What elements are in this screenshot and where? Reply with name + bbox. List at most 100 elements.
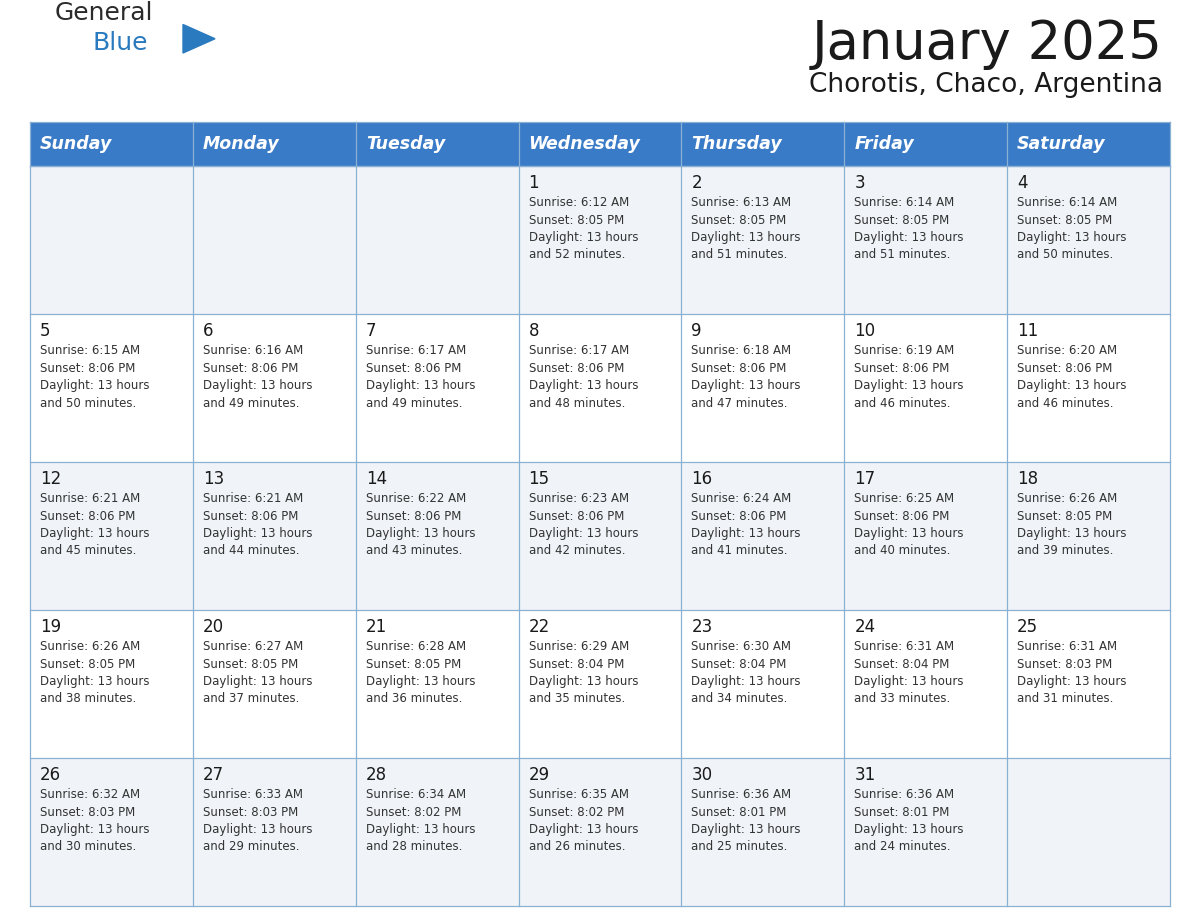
Text: Sunrise: 6:13 AM
Sunset: 8:05 PM
Daylight: 13 hours
and 51 minutes.: Sunrise: 6:13 AM Sunset: 8:05 PM Dayligh…	[691, 196, 801, 262]
Text: Sunrise: 6:24 AM
Sunset: 8:06 PM
Daylight: 13 hours
and 41 minutes.: Sunrise: 6:24 AM Sunset: 8:06 PM Dayligh…	[691, 492, 801, 557]
Bar	[30, 758, 192, 906]
Bar	[845, 610, 1007, 758]
Text: Sunrise: 6:27 AM
Sunset: 8:05 PM
Daylight: 13 hours
and 37 minutes.: Sunrise: 6:27 AM Sunset: 8:05 PM Dayligh…	[203, 640, 312, 706]
Text: Sunrise: 6:22 AM
Sunset: 8:06 PM
Daylight: 13 hours
and 43 minutes.: Sunrise: 6:22 AM Sunset: 8:06 PM Dayligh…	[366, 492, 475, 557]
Bar	[519, 758, 682, 906]
Text: Sunrise: 6:31 AM
Sunset: 8:04 PM
Daylight: 13 hours
and 33 minutes.: Sunrise: 6:31 AM Sunset: 8:04 PM Dayligh…	[854, 640, 963, 706]
Text: 20: 20	[203, 618, 225, 636]
Bar	[192, 462, 355, 610]
Text: 26: 26	[40, 766, 61, 784]
Text: Sunrise: 6:34 AM
Sunset: 8:02 PM
Daylight: 13 hours
and 28 minutes.: Sunrise: 6:34 AM Sunset: 8:02 PM Dayligh…	[366, 788, 475, 854]
Polygon shape	[183, 25, 215, 53]
Text: 13: 13	[203, 470, 225, 488]
Text: Sunrise: 6:25 AM
Sunset: 8:06 PM
Daylight: 13 hours
and 40 minutes.: Sunrise: 6:25 AM Sunset: 8:06 PM Dayligh…	[854, 492, 963, 557]
Text: 6: 6	[203, 322, 214, 340]
Bar	[355, 122, 519, 166]
Bar	[682, 462, 845, 610]
Text: January 2025: January 2025	[813, 18, 1163, 70]
Text: Sunrise: 6:17 AM
Sunset: 8:06 PM
Daylight: 13 hours
and 48 minutes.: Sunrise: 6:17 AM Sunset: 8:06 PM Dayligh…	[529, 344, 638, 409]
Text: 1: 1	[529, 174, 539, 192]
Text: Sunrise: 6:21 AM
Sunset: 8:06 PM
Daylight: 13 hours
and 44 minutes.: Sunrise: 6:21 AM Sunset: 8:06 PM Dayligh…	[203, 492, 312, 557]
Bar	[192, 610, 355, 758]
Text: 16: 16	[691, 470, 713, 488]
Bar	[1007, 610, 1170, 758]
Bar	[519, 314, 682, 462]
Text: Sunrise: 6:23 AM
Sunset: 8:06 PM
Daylight: 13 hours
and 42 minutes.: Sunrise: 6:23 AM Sunset: 8:06 PM Dayligh…	[529, 492, 638, 557]
Text: 18: 18	[1017, 470, 1038, 488]
Bar	[682, 610, 845, 758]
Text: Sunrise: 6:12 AM
Sunset: 8:05 PM
Daylight: 13 hours
and 52 minutes.: Sunrise: 6:12 AM Sunset: 8:05 PM Dayligh…	[529, 196, 638, 262]
Text: Sunrise: 6:21 AM
Sunset: 8:06 PM
Daylight: 13 hours
and 45 minutes.: Sunrise: 6:21 AM Sunset: 8:06 PM Dayligh…	[40, 492, 150, 557]
Text: Chorotis, Chaco, Argentina: Chorotis, Chaco, Argentina	[809, 72, 1163, 98]
Bar	[192, 314, 355, 462]
Text: 5: 5	[40, 322, 51, 340]
Text: Sunrise: 6:35 AM
Sunset: 8:02 PM
Daylight: 13 hours
and 26 minutes.: Sunrise: 6:35 AM Sunset: 8:02 PM Dayligh…	[529, 788, 638, 854]
Text: 24: 24	[854, 618, 876, 636]
Text: Wednesday: Wednesday	[529, 135, 640, 153]
Bar	[1007, 462, 1170, 610]
Text: 28: 28	[366, 766, 387, 784]
Text: Sunrise: 6:18 AM
Sunset: 8:06 PM
Daylight: 13 hours
and 47 minutes.: Sunrise: 6:18 AM Sunset: 8:06 PM Dayligh…	[691, 344, 801, 409]
Bar	[30, 166, 192, 314]
Text: Sunrise: 6:14 AM
Sunset: 8:05 PM
Daylight: 13 hours
and 51 minutes.: Sunrise: 6:14 AM Sunset: 8:05 PM Dayligh…	[854, 196, 963, 262]
Text: Sunrise: 6:17 AM
Sunset: 8:06 PM
Daylight: 13 hours
and 49 minutes.: Sunrise: 6:17 AM Sunset: 8:06 PM Dayligh…	[366, 344, 475, 409]
Text: Blue: Blue	[93, 31, 148, 55]
Text: General: General	[55, 1, 153, 25]
Text: 31: 31	[854, 766, 876, 784]
Text: Sunrise: 6:19 AM
Sunset: 8:06 PM
Daylight: 13 hours
and 46 minutes.: Sunrise: 6:19 AM Sunset: 8:06 PM Dayligh…	[854, 344, 963, 409]
Bar	[355, 314, 519, 462]
Bar	[682, 122, 845, 166]
Bar	[1007, 758, 1170, 906]
Text: 21: 21	[366, 618, 387, 636]
Text: 27: 27	[203, 766, 225, 784]
Text: Sunrise: 6:26 AM
Sunset: 8:05 PM
Daylight: 13 hours
and 38 minutes.: Sunrise: 6:26 AM Sunset: 8:05 PM Dayligh…	[40, 640, 150, 706]
Text: Sunday: Sunday	[40, 135, 113, 153]
Bar	[845, 166, 1007, 314]
Bar	[1007, 122, 1170, 166]
Text: Tuesday: Tuesday	[366, 135, 446, 153]
Bar	[192, 758, 355, 906]
Bar	[519, 462, 682, 610]
Text: Monday: Monday	[203, 135, 279, 153]
Bar	[355, 166, 519, 314]
Bar	[355, 758, 519, 906]
Text: 22: 22	[529, 618, 550, 636]
Bar	[30, 462, 192, 610]
Text: 2: 2	[691, 174, 702, 192]
Text: 19: 19	[40, 618, 61, 636]
Bar	[845, 758, 1007, 906]
Text: Sunrise: 6:36 AM
Sunset: 8:01 PM
Daylight: 13 hours
and 25 minutes.: Sunrise: 6:36 AM Sunset: 8:01 PM Dayligh…	[691, 788, 801, 854]
Text: Sunrise: 6:15 AM
Sunset: 8:06 PM
Daylight: 13 hours
and 50 minutes.: Sunrise: 6:15 AM Sunset: 8:06 PM Dayligh…	[40, 344, 150, 409]
Text: 17: 17	[854, 470, 876, 488]
Bar	[192, 166, 355, 314]
Bar	[845, 462, 1007, 610]
Text: Sunrise: 6:20 AM
Sunset: 8:06 PM
Daylight: 13 hours
and 46 minutes.: Sunrise: 6:20 AM Sunset: 8:06 PM Dayligh…	[1017, 344, 1126, 409]
Text: Saturday: Saturday	[1017, 135, 1106, 153]
Bar	[355, 610, 519, 758]
Text: Sunrise: 6:26 AM
Sunset: 8:05 PM
Daylight: 13 hours
and 39 minutes.: Sunrise: 6:26 AM Sunset: 8:05 PM Dayligh…	[1017, 492, 1126, 557]
Text: Sunrise: 6:28 AM
Sunset: 8:05 PM
Daylight: 13 hours
and 36 minutes.: Sunrise: 6:28 AM Sunset: 8:05 PM Dayligh…	[366, 640, 475, 706]
Text: 12: 12	[40, 470, 62, 488]
Text: 30: 30	[691, 766, 713, 784]
Text: Sunrise: 6:31 AM
Sunset: 8:03 PM
Daylight: 13 hours
and 31 minutes.: Sunrise: 6:31 AM Sunset: 8:03 PM Dayligh…	[1017, 640, 1126, 706]
Bar	[845, 314, 1007, 462]
Text: 14: 14	[366, 470, 387, 488]
Bar	[1007, 314, 1170, 462]
Bar	[192, 122, 355, 166]
Text: Sunrise: 6:14 AM
Sunset: 8:05 PM
Daylight: 13 hours
and 50 minutes.: Sunrise: 6:14 AM Sunset: 8:05 PM Dayligh…	[1017, 196, 1126, 262]
Bar	[30, 122, 192, 166]
Text: Sunrise: 6:36 AM
Sunset: 8:01 PM
Daylight: 13 hours
and 24 minutes.: Sunrise: 6:36 AM Sunset: 8:01 PM Dayligh…	[854, 788, 963, 854]
Bar	[519, 166, 682, 314]
Text: 11: 11	[1017, 322, 1038, 340]
Text: Sunrise: 6:33 AM
Sunset: 8:03 PM
Daylight: 13 hours
and 29 minutes.: Sunrise: 6:33 AM Sunset: 8:03 PM Dayligh…	[203, 788, 312, 854]
Bar	[519, 122, 682, 166]
Text: 29: 29	[529, 766, 550, 784]
Bar	[1007, 166, 1170, 314]
Text: Sunrise: 6:16 AM
Sunset: 8:06 PM
Daylight: 13 hours
and 49 minutes.: Sunrise: 6:16 AM Sunset: 8:06 PM Dayligh…	[203, 344, 312, 409]
Text: 4: 4	[1017, 174, 1028, 192]
Bar	[519, 610, 682, 758]
Text: 7: 7	[366, 322, 377, 340]
Bar	[845, 122, 1007, 166]
Bar	[30, 610, 192, 758]
Text: 9: 9	[691, 322, 702, 340]
